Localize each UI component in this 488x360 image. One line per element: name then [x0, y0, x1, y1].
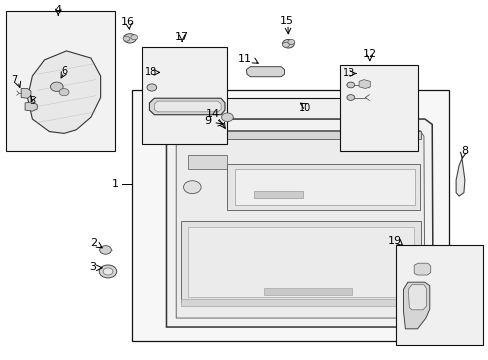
Circle shape: [99, 265, 117, 278]
Circle shape: [100, 246, 111, 254]
Polygon shape: [239, 131, 371, 147]
Polygon shape: [25, 102, 37, 111]
Polygon shape: [149, 98, 224, 115]
Polygon shape: [403, 282, 429, 329]
Circle shape: [131, 35, 138, 40]
Text: 17: 17: [175, 32, 189, 41]
Circle shape: [147, 84, 157, 91]
Polygon shape: [407, 285, 426, 310]
Polygon shape: [240, 131, 264, 146]
Bar: [180, 131, 420, 139]
Circle shape: [123, 34, 136, 43]
Bar: [132, 90, 448, 341]
Bar: [181, 221, 420, 302]
Polygon shape: [176, 131, 424, 318]
Circle shape: [346, 82, 354, 88]
Text: 9: 9: [204, 116, 211, 126]
Text: 15: 15: [279, 17, 293, 27]
Circle shape: [183, 181, 201, 194]
Polygon shape: [243, 133, 368, 145]
Polygon shape: [413, 263, 430, 275]
Bar: [395, 244, 483, 345]
Circle shape: [346, 95, 354, 100]
Polygon shape: [166, 119, 432, 327]
Bar: [142, 47, 227, 144]
Bar: [181, 299, 420, 306]
Bar: [210, 98, 380, 173]
Polygon shape: [246, 67, 284, 77]
Circle shape: [123, 36, 130, 41]
Circle shape: [59, 89, 69, 96]
Polygon shape: [358, 80, 369, 89]
Bar: [339, 65, 417, 151]
Text: 19: 19: [387, 236, 401, 246]
Bar: [5, 12, 115, 151]
Text: 12: 12: [362, 49, 376, 59]
Bar: [264, 288, 351, 295]
Polygon shape: [27, 51, 101, 134]
Text: 13: 13: [343, 68, 355, 78]
Text: 10: 10: [299, 103, 311, 113]
Polygon shape: [21, 89, 31, 98]
Text: 4: 4: [55, 5, 61, 15]
Text: 7: 7: [11, 75, 18, 85]
Polygon shape: [154, 101, 221, 112]
Circle shape: [103, 268, 113, 275]
Text: 5: 5: [29, 96, 36, 106]
Circle shape: [50, 82, 63, 91]
Text: 1: 1: [112, 179, 119, 189]
Polygon shape: [455, 158, 464, 196]
Circle shape: [287, 40, 294, 44]
Text: 2: 2: [90, 238, 97, 248]
Text: 16: 16: [120, 17, 134, 27]
Text: 3: 3: [89, 262, 96, 272]
Bar: [254, 191, 303, 198]
Circle shape: [221, 113, 233, 122]
Bar: [188, 155, 227, 169]
Bar: [227, 164, 419, 211]
Text: 18: 18: [144, 67, 157, 77]
Bar: [188, 226, 413, 297]
Text: 14: 14: [205, 109, 220, 119]
Text: 8: 8: [460, 146, 467, 156]
Bar: [234, 169, 414, 205]
Circle shape: [282, 42, 289, 47]
Text: 11: 11: [237, 54, 251, 64]
Circle shape: [282, 40, 294, 48]
Text: 6: 6: [61, 66, 67, 76]
